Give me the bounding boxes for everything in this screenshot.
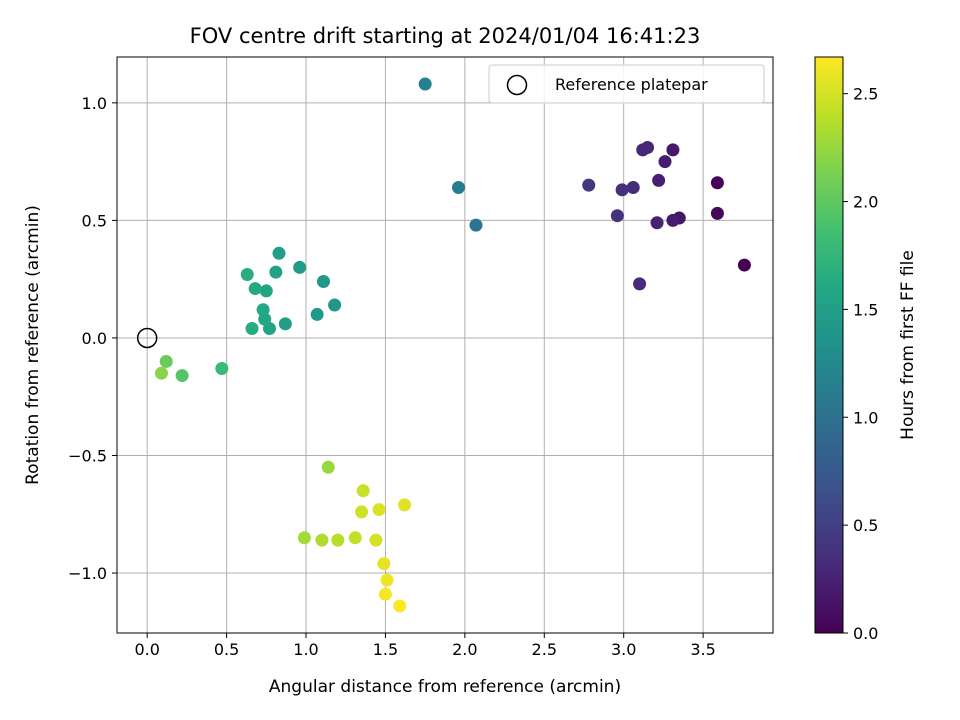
x-axis-label: Angular distance from reference (arcmin) — [269, 677, 621, 697]
scatter-point — [269, 265, 283, 279]
y-tick-label: 0.0 — [82, 329, 107, 348]
scatter-point — [215, 362, 229, 376]
colorbar-tick-label: 1.5 — [853, 300, 878, 319]
scatter-point — [297, 531, 311, 545]
scatter-point — [356, 484, 370, 498]
scatter-point — [658, 155, 672, 169]
scatter-point — [633, 277, 647, 291]
y-tick-label: −1.0 — [68, 564, 107, 583]
scatter-point — [245, 322, 259, 336]
scatter-point — [272, 246, 286, 260]
scatter-point — [328, 298, 342, 312]
y-tick-label: 1.0 — [82, 94, 107, 113]
scatter-point — [331, 533, 345, 547]
scatter-point — [259, 284, 273, 298]
colorbar-tick-label: 2.5 — [853, 85, 878, 104]
colorbar-gradient — [814, 56, 844, 634]
y-tick-label: 0.5 — [82, 211, 107, 230]
x-tick-label: 1.5 — [373, 640, 398, 659]
data-points — [154, 77, 751, 613]
colorbar-tick-label: 0.0 — [853, 624, 878, 643]
x-tick-label: 0.0 — [134, 640, 159, 659]
scatter-point — [666, 213, 680, 227]
colorbar: 0.0 0.5 1.0 1.5 2.0 2.5 Hours from first FF f… — [814, 56, 918, 643]
legend: Reference platepar — [488, 64, 765, 104]
scatter-point — [377, 557, 391, 571]
x-tick-label: 2.5 — [532, 640, 557, 659]
scatter-point — [278, 317, 292, 331]
y-axis-ticks: −1.0 −0.5 0.0 0.5 1.0 — [68, 94, 117, 583]
scatter-point — [369, 533, 383, 547]
scatter-point — [582, 178, 596, 192]
x-tick-label: 0.5 — [214, 640, 239, 659]
scatter-point — [393, 599, 407, 613]
chart-title: FOV centre drift starting at 2024/01/04 … — [190, 24, 701, 48]
scatter-point — [397, 498, 411, 512]
scatter-point — [710, 176, 724, 190]
x-tick-label: 3.5 — [690, 640, 715, 659]
scatter-point — [626, 180, 640, 194]
colorbar-label: Hours from first FF file — [898, 250, 918, 440]
legend-marker — [506, 74, 528, 96]
x-tick-label: 1.0 — [293, 640, 318, 659]
scatter-point — [636, 143, 650, 157]
scatter-point — [154, 366, 168, 380]
scatter-point — [610, 209, 624, 223]
plot-frame — [116, 56, 774, 634]
scatter-point — [248, 282, 262, 296]
colorbar-tick-label: 1.0 — [853, 408, 878, 427]
scatter-point — [175, 369, 189, 383]
scatter-point — [380, 573, 394, 587]
scatter-point — [378, 587, 392, 601]
scatter-point — [310, 307, 324, 321]
scatter-point — [321, 460, 335, 474]
scatter-point — [737, 258, 751, 272]
colorbar-ticks: 0.0 0.5 1.0 1.5 2.0 2.5 — [843, 85, 878, 643]
scatter-point — [348, 531, 362, 545]
x-tick-label: 3.0 — [611, 640, 636, 659]
scatter-point — [418, 77, 432, 91]
scatter-point — [666, 143, 680, 157]
legend-entry-reference: Reference platepar — [555, 75, 708, 94]
colorbar-tick-label: 0.5 — [853, 516, 878, 535]
scatter-point — [372, 503, 386, 517]
scatter-point — [315, 533, 329, 547]
scatter-point — [652, 173, 666, 187]
scatter-point — [452, 180, 466, 194]
reference-marker — [136, 327, 158, 349]
colorbar-tick-label: 2.0 — [853, 193, 878, 212]
y-tick-label: −0.5 — [68, 446, 107, 465]
scatter-point — [710, 206, 724, 220]
scatter-point — [615, 183, 629, 197]
y-axis-label: Rotation from reference (arcmin) — [23, 205, 43, 485]
scatter-point — [159, 354, 173, 368]
grid-lines — [117, 57, 773, 633]
scatter-point — [240, 267, 254, 281]
scatter-point — [256, 303, 270, 317]
legend-box — [488, 64, 765, 104]
scatter-point — [355, 505, 369, 519]
scatter-point — [469, 218, 483, 232]
scatter-point — [316, 275, 330, 289]
x-axis-ticks: 0.0 0.5 1.0 1.5 2.0 2.5 3.0 3.5 — [134, 633, 716, 659]
scatter-point — [293, 260, 307, 274]
x-tick-label: 2.0 — [452, 640, 477, 659]
scatter-point — [650, 216, 664, 230]
